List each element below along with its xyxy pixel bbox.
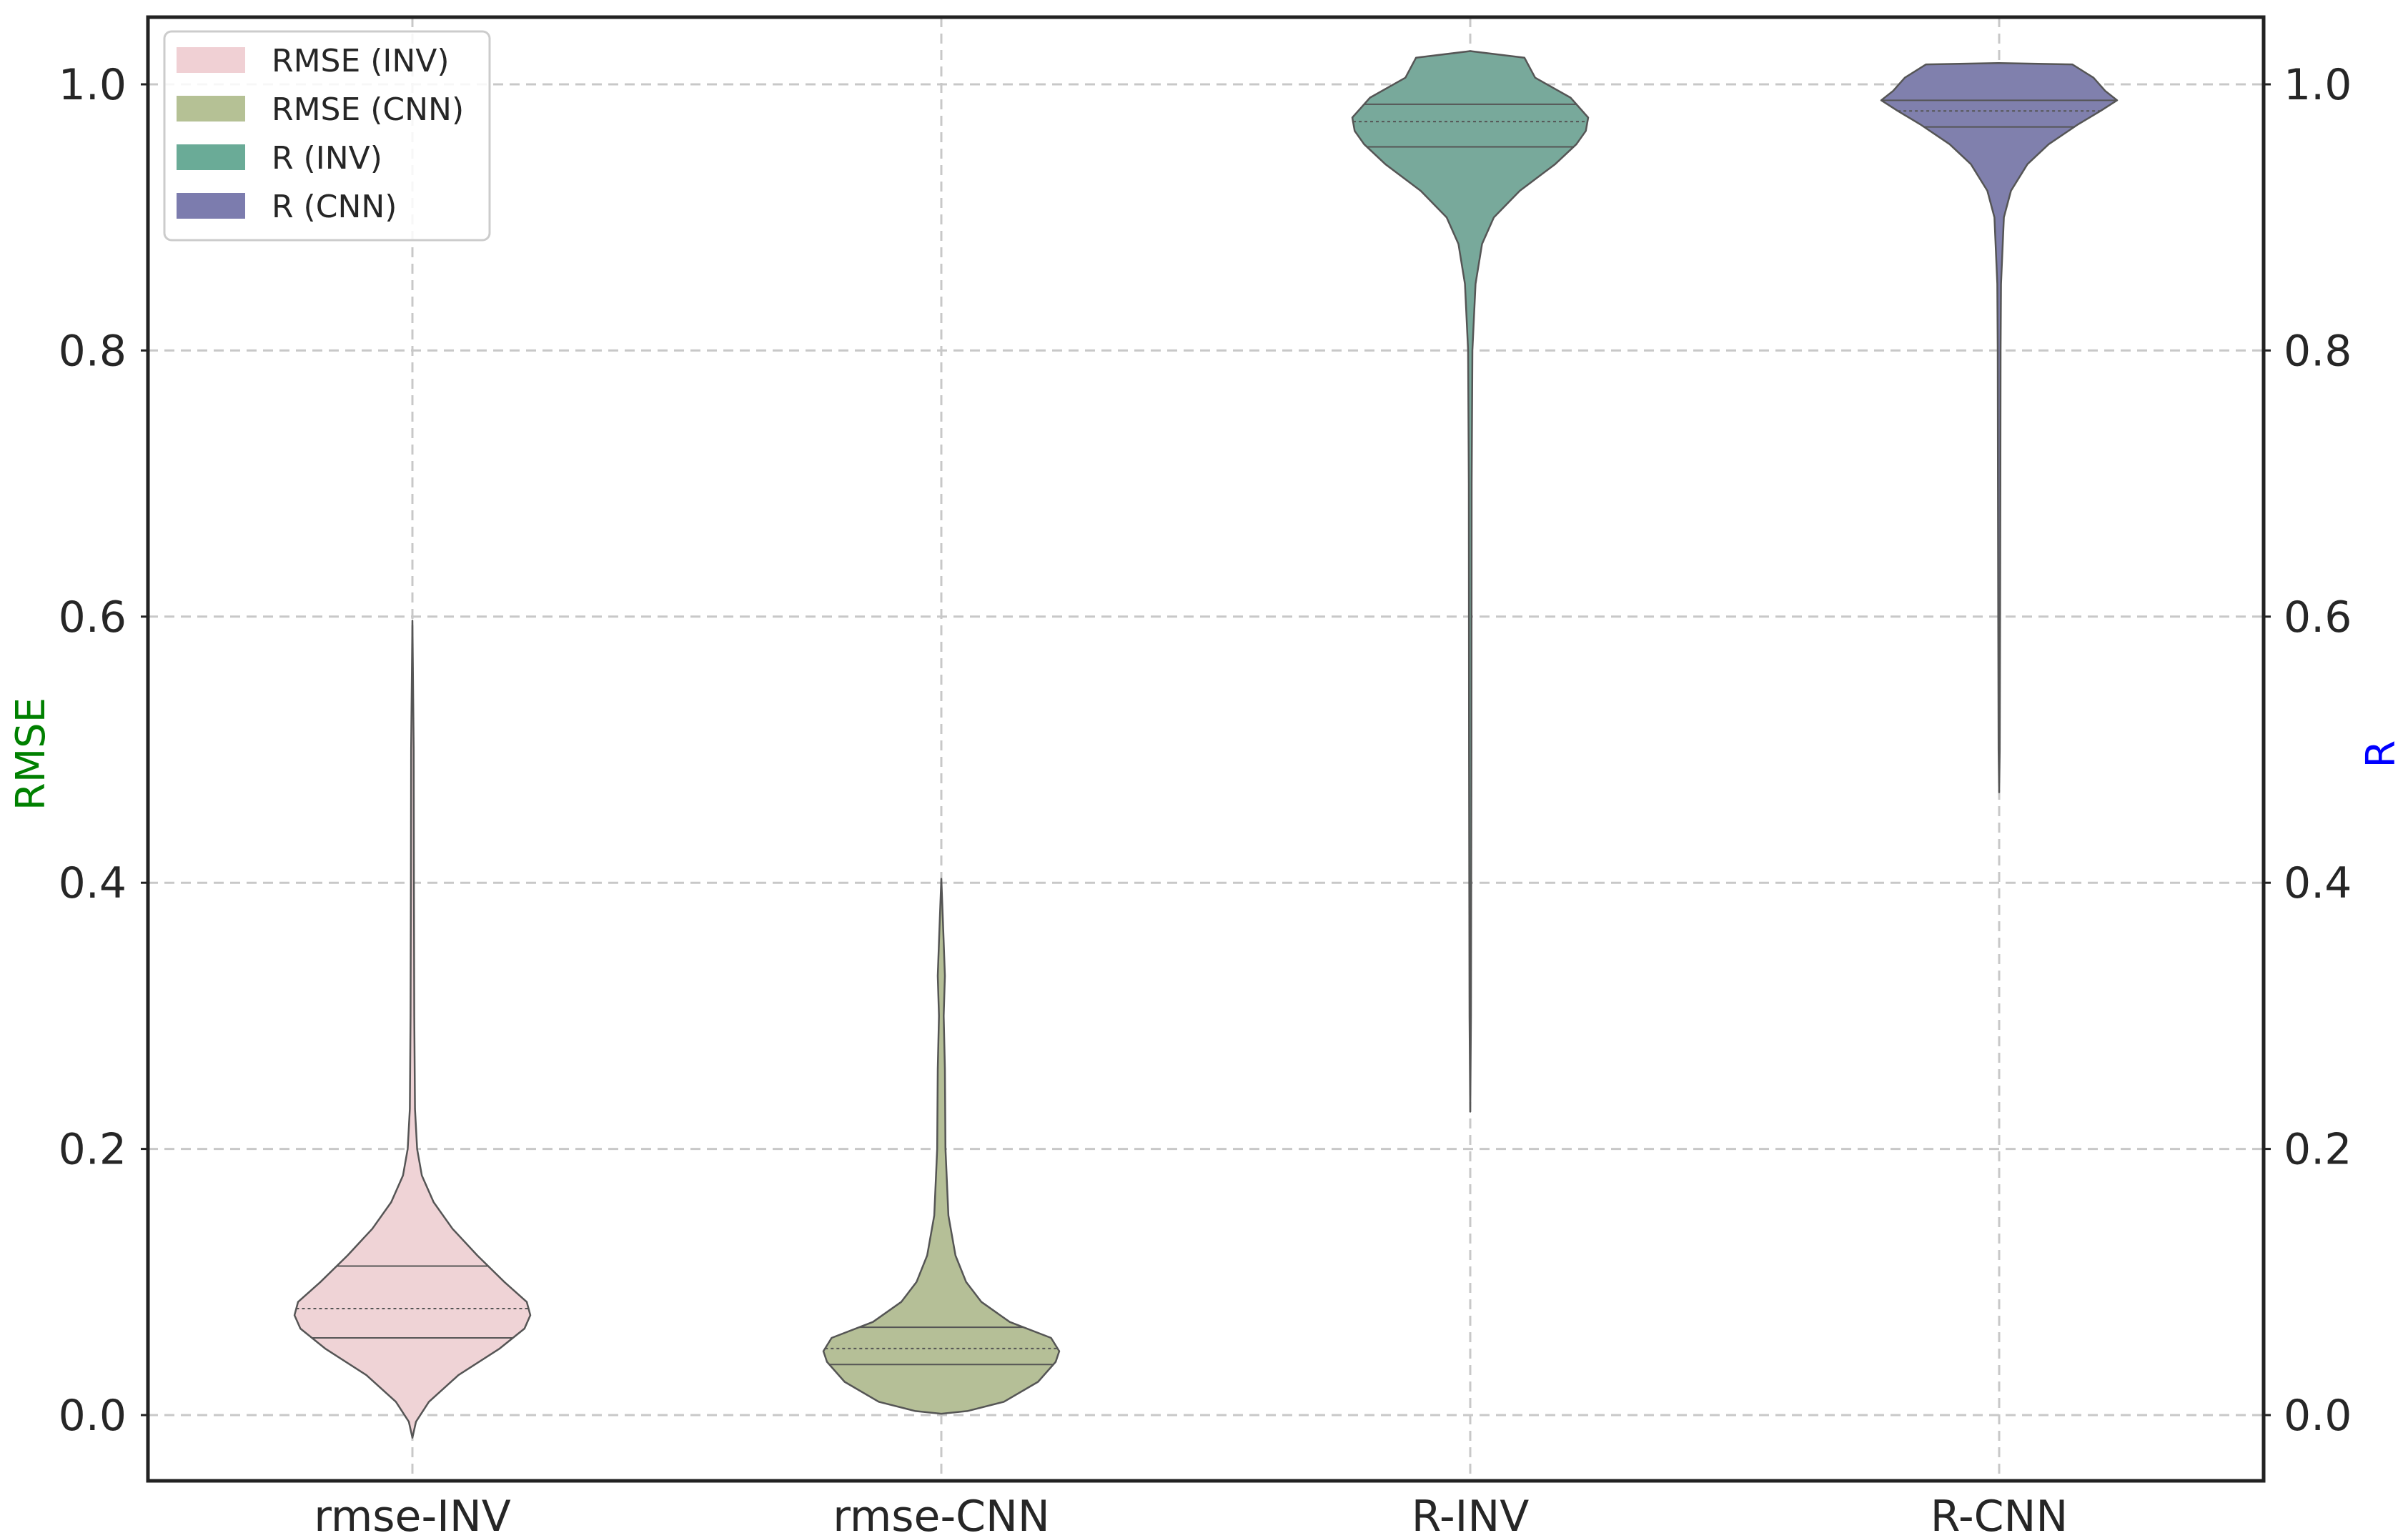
right-tick-label: 0.0 — [2284, 1391, 2352, 1441]
left-tick-label: 0.2 — [59, 1125, 127, 1175]
legend-label: R (INV) — [272, 140, 382, 177]
left-axis-ticks: 0.0 0.2 0.4 0.6 0.8 1.0 — [59, 60, 148, 1441]
legend-label: RMSE (INV) — [272, 43, 450, 79]
violin-R-INV — [1351, 50, 1590, 1113]
left-tick-label: 0.8 — [59, 326, 127, 376]
violin-rmse-INV — [293, 620, 532, 1439]
plot-frame — [146, 15, 2266, 1483]
violin-rmse-CNN — [822, 878, 1061, 1415]
left-tick-label: 1.0 — [59, 60, 127, 110]
x-tick-label: R-CNN — [1931, 1492, 2068, 1538]
legend-label: R (CNN) — [272, 189, 397, 225]
right-axis-title: R — [2358, 740, 2404, 768]
violins — [293, 50, 2119, 1439]
legend-swatch — [177, 144, 245, 170]
right-axis-ticks: 0.0 0.2 0.4 0.6 0.8 1.0 — [2264, 60, 2352, 1441]
legend-swatch — [177, 193, 245, 219]
left-tick-label: 0.4 — [59, 858, 127, 908]
left-axis-title: RMSE — [8, 698, 54, 810]
x-tick-label: rmse-CNN — [833, 1492, 1050, 1538]
right-tick-label: 1.0 — [2284, 60, 2352, 110]
x-tick-label: R-INV — [1412, 1492, 1530, 1538]
x-tick-label: rmse-INV — [314, 1492, 511, 1538]
right-tick-label: 0.8 — [2284, 326, 2352, 376]
left-tick-label: 0.0 — [59, 1391, 127, 1441]
x-axis-ticks: rmse-INV rmse-CNN R-INV R-CNN — [314, 1492, 2068, 1538]
legend-swatch — [177, 47, 245, 73]
violin-R-CNN — [1880, 61, 2119, 793]
legend-swatch — [177, 96, 245, 121]
right-tick-label: 0.4 — [2284, 858, 2352, 908]
legend-label: RMSE (CNN) — [272, 91, 464, 128]
left-tick-label: 0.6 — [59, 592, 127, 643]
legend: RMSE (INV) RMSE (CNN) R (INV) R (CNN) — [163, 30, 491, 242]
right-tick-label: 0.2 — [2284, 1125, 2352, 1175]
legend-box — [163, 30, 491, 242]
right-tick-label: 0.6 — [2284, 592, 2352, 643]
